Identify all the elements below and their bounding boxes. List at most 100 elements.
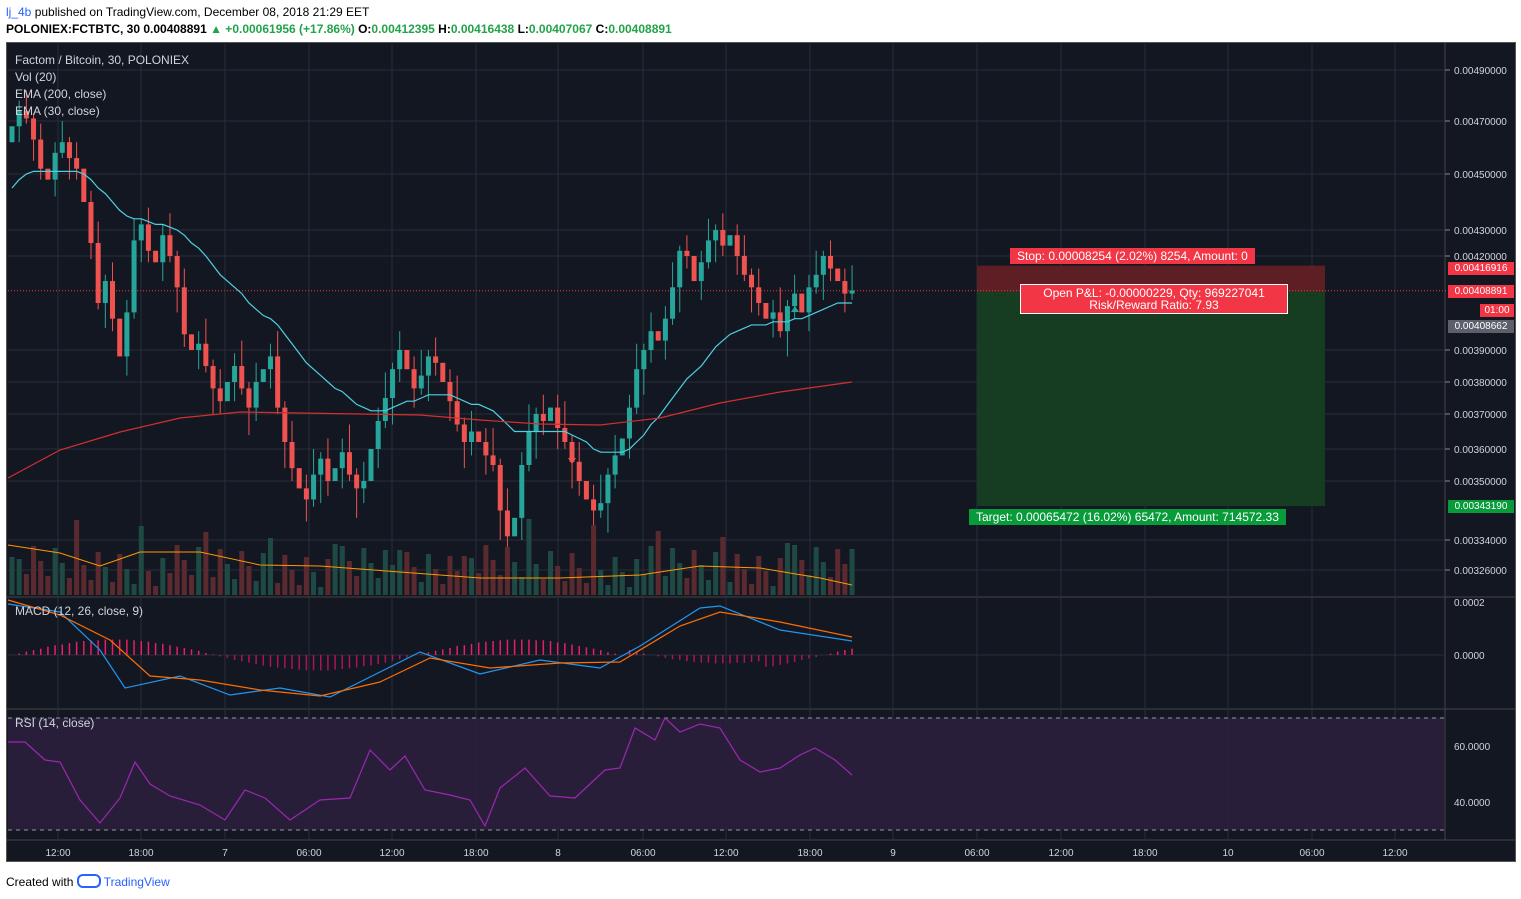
candle-body xyxy=(296,468,302,489)
x-tick-label: 18:00 xyxy=(128,848,153,859)
candle-body xyxy=(605,474,611,504)
candle-body xyxy=(749,274,755,288)
volume-bar xyxy=(648,546,654,595)
candle-body xyxy=(131,240,137,313)
volume-bar xyxy=(497,575,503,595)
volume-bar xyxy=(411,567,417,595)
candle-body xyxy=(52,152,58,180)
candle-body xyxy=(519,465,525,518)
candle-body xyxy=(533,414,539,432)
volume-bar xyxy=(461,556,467,595)
footer-brand-link[interactable]: TradingView xyxy=(103,875,170,889)
volume-bar xyxy=(296,585,302,595)
candle-body xyxy=(59,142,65,153)
target-zone xyxy=(977,291,1325,507)
volume-bar xyxy=(117,554,123,595)
candle-body xyxy=(684,250,690,256)
volume-bar xyxy=(540,579,546,595)
volume-bar xyxy=(684,578,690,595)
y-tick-label: 0.00350000 xyxy=(1454,477,1507,488)
close-label: C: xyxy=(592,22,609,36)
last-price: 0.00408891 xyxy=(140,22,211,36)
volume-bar xyxy=(38,561,44,595)
volume-bar xyxy=(792,545,798,595)
volume-bar xyxy=(799,560,805,595)
candle-body xyxy=(239,366,245,389)
candle-body xyxy=(224,382,230,402)
volume-bar xyxy=(576,568,582,595)
volume-bar xyxy=(777,558,783,595)
volume-bar xyxy=(196,547,202,595)
candle-body xyxy=(741,256,747,275)
y-tick-label: 0.00326000 xyxy=(1454,566,1507,577)
volume-bar xyxy=(318,587,324,595)
ema30-line xyxy=(11,170,853,453)
volume-bar xyxy=(727,582,733,595)
entry-price-tag: 0.00408662 xyxy=(1448,320,1514,333)
volume-bar xyxy=(45,576,51,595)
candle-body xyxy=(555,407,561,428)
high-value: 0.00416438 xyxy=(450,22,515,36)
volume-bar xyxy=(842,564,848,595)
volume-bar xyxy=(569,553,575,595)
x-tick-label: 06:00 xyxy=(1299,848,1324,859)
candle-body xyxy=(648,331,654,350)
candle-body xyxy=(626,407,632,439)
pnl-label[interactable]: Open P&L: -0.00000229, Qty: 969227041 Ris… xyxy=(1020,284,1288,314)
candle-body xyxy=(756,287,762,303)
volume-bar xyxy=(440,584,446,595)
low-value: 0.00407067 xyxy=(528,22,593,36)
candle-body xyxy=(318,458,324,475)
volume-bar xyxy=(469,558,475,595)
volume-bar xyxy=(174,545,180,595)
legend-rsi: RSI (14, close) xyxy=(15,716,95,730)
y-tick-label: 0.00370000 xyxy=(1454,410,1507,421)
volume-bar xyxy=(662,576,668,595)
volume-bar xyxy=(835,549,841,595)
volume-bar xyxy=(189,575,194,595)
target-label[interactable]: Target: 0.00065472 (16.02%) 65472, Amoun… xyxy=(969,509,1286,525)
candle-body xyxy=(512,517,518,537)
author-link[interactable]: lj_4b xyxy=(6,5,32,19)
candle-body xyxy=(792,293,798,307)
x-tick-label: 12:00 xyxy=(379,848,404,859)
volume-bar xyxy=(167,573,173,595)
volume-bar xyxy=(110,582,116,595)
candle-body xyxy=(74,158,80,169)
candle-body xyxy=(346,452,352,475)
candle-body xyxy=(612,455,618,475)
candle-body xyxy=(828,256,834,269)
volume-bar xyxy=(23,574,29,595)
volume-bar xyxy=(339,546,345,595)
volume-bar xyxy=(698,565,704,595)
x-tick-label: 12:00 xyxy=(1382,848,1407,859)
volume-bar xyxy=(583,583,589,595)
candle-body xyxy=(354,474,360,489)
symbol: POLONIEX:FCTBTC, 30 xyxy=(6,22,141,36)
candle-body xyxy=(267,356,273,370)
candle-body xyxy=(447,382,453,402)
volume-bar xyxy=(303,557,309,595)
x-tick-label: 12:00 xyxy=(45,848,70,859)
volume-bar xyxy=(267,538,273,595)
x-tick-label: 9 xyxy=(890,848,896,859)
candle-body xyxy=(167,235,173,256)
rsi-line xyxy=(8,716,853,828)
x-tick-label: 18:00 xyxy=(797,848,822,859)
stop-label[interactable]: Stop: 0.00008254 (2.02%) 8254, Amount: 0 xyxy=(1010,248,1255,264)
open-value: 0.00412395 xyxy=(371,22,435,36)
candle-body xyxy=(31,118,37,140)
candle-body xyxy=(174,256,180,288)
candle-body xyxy=(368,449,374,481)
candle-body xyxy=(88,202,94,243)
volume-bar xyxy=(260,553,266,595)
volume-bar xyxy=(102,567,108,595)
volume-bar xyxy=(655,531,661,595)
candle-body xyxy=(562,428,568,442)
candle-body xyxy=(548,407,553,421)
candle-body xyxy=(670,287,676,319)
candle-body xyxy=(217,388,223,402)
candle-body xyxy=(253,382,259,408)
candle-body xyxy=(677,250,683,288)
